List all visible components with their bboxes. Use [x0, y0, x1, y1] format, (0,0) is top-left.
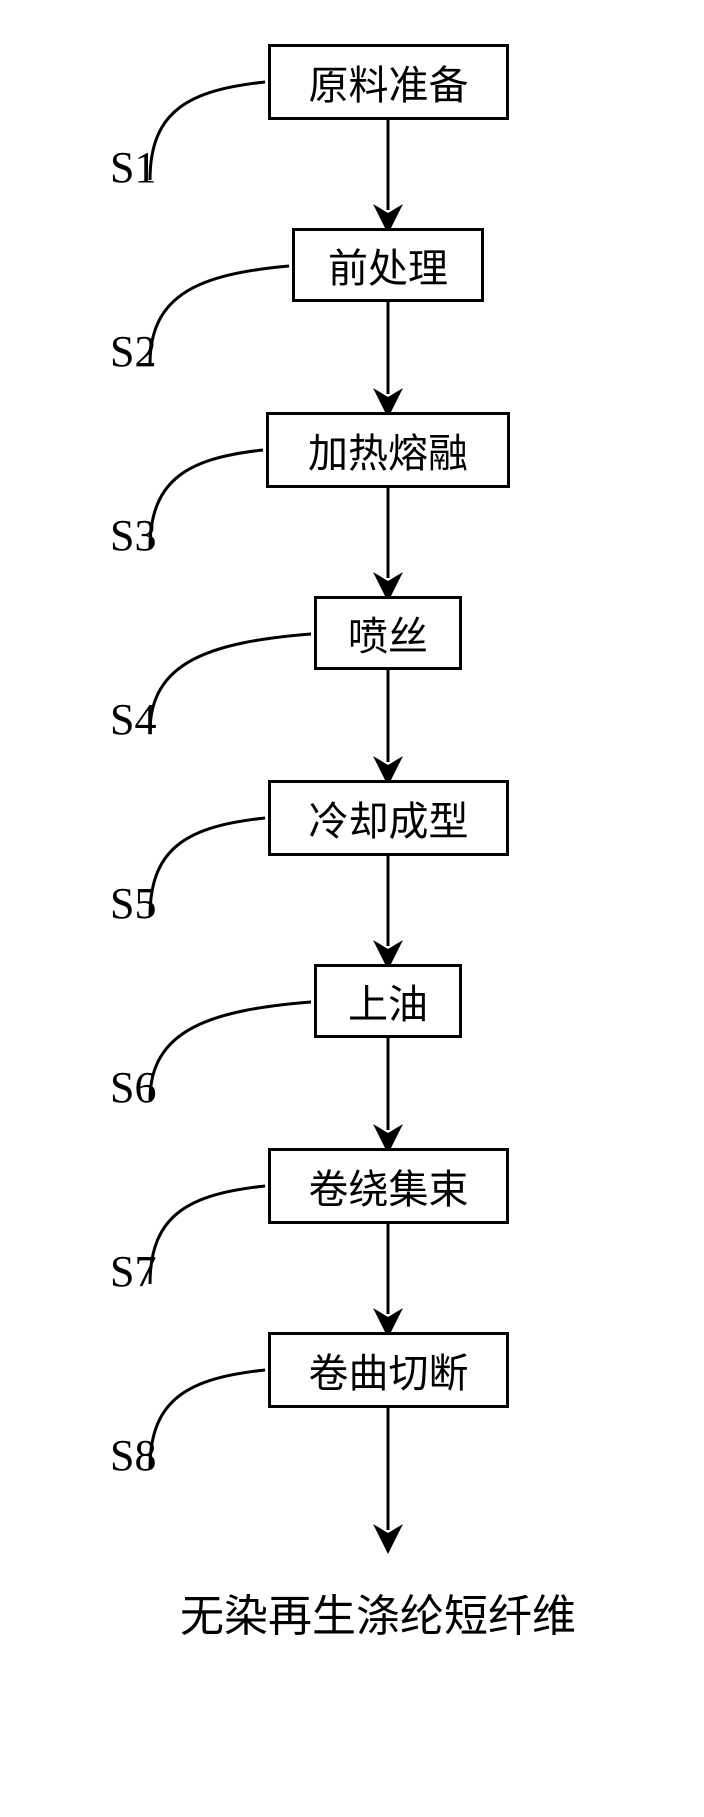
- process-box-s6: 上油: [314, 964, 462, 1038]
- result-text: 无染再生涤纶短纤维: [180, 1580, 576, 1644]
- process-box-label: 卷曲切断: [309, 1341, 469, 1399]
- step-label-s7: S7: [110, 1246, 156, 1297]
- step-label-s5: S5: [110, 878, 156, 929]
- process-box-label: 加热熔融: [308, 421, 468, 479]
- process-box-s2: 前处理: [292, 228, 484, 302]
- step-label-s4: S4: [110, 694, 156, 745]
- process-box-s5: 冷却成型: [268, 780, 509, 856]
- process-box-s7: 卷绕集束: [268, 1148, 509, 1224]
- process-box-label: 冷却成型: [309, 789, 469, 847]
- process-box-label: 前处理: [328, 236, 448, 294]
- flowchart-container: { "flowchart": { "type": "flowchart", "b…: [0, 0, 704, 1817]
- step-label-s6: S6: [110, 1062, 156, 1113]
- process-box-s3: 加热熔融: [266, 412, 510, 488]
- process-box-s1: 原料准备: [268, 44, 509, 120]
- process-box-s4: 喷丝: [314, 596, 462, 670]
- step-label-s1: S1: [110, 142, 156, 193]
- process-box-label: 喷丝: [348, 604, 428, 662]
- process-box-label: 卷绕集束: [309, 1157, 469, 1215]
- step-label-s8: S8: [110, 1430, 156, 1481]
- process-box-s8: 卷曲切断: [268, 1332, 509, 1408]
- process-box-label: 原料准备: [309, 53, 469, 111]
- process-box-label: 上油: [348, 972, 428, 1030]
- step-label-s2: S2: [110, 326, 156, 377]
- step-label-s3: S3: [110, 510, 156, 561]
